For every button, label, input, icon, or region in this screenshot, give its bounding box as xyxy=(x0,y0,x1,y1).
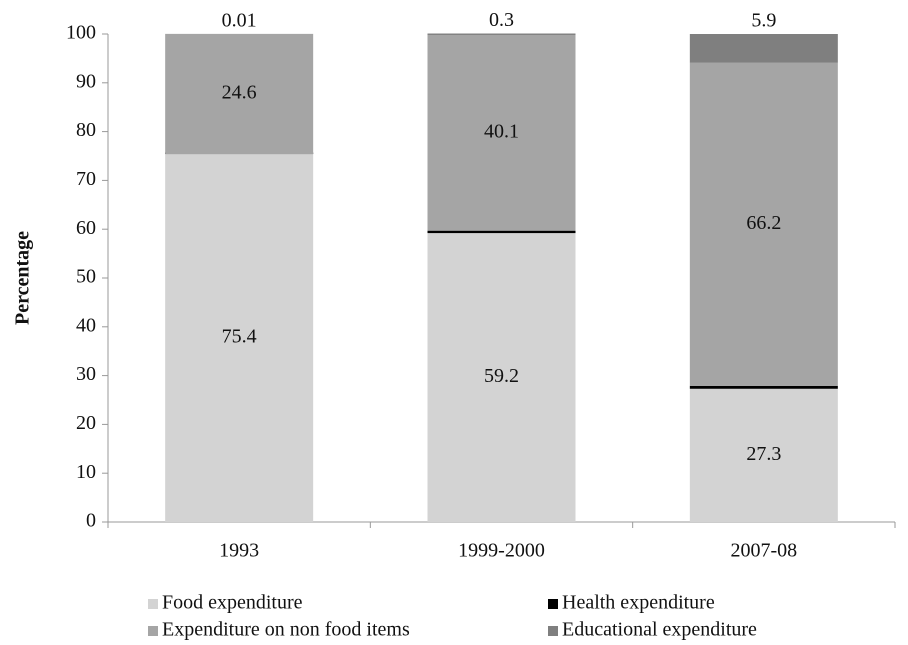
bar-segment xyxy=(427,233,576,522)
legend-swatch xyxy=(548,599,558,609)
bar-segment xyxy=(689,34,838,63)
legend-label: Food expenditure xyxy=(162,592,303,614)
legend-swatch xyxy=(148,599,158,609)
data-label: 75.4 xyxy=(222,326,257,348)
y-tick-label: 20 xyxy=(76,412,96,434)
y-tick-label: 30 xyxy=(76,363,96,385)
x-tick-label: 1993 xyxy=(219,540,259,562)
legend-label: Health expenditure xyxy=(562,592,715,614)
data-label: 0.3 xyxy=(489,9,514,31)
y-tick-label: 70 xyxy=(76,168,96,190)
y-tick-label: 90 xyxy=(76,70,96,92)
data-label: 59.2 xyxy=(484,365,519,387)
legend-label: Educational expenditure xyxy=(562,619,757,641)
bar-segment xyxy=(689,385,838,389)
legend-swatch xyxy=(548,626,558,636)
y-tick-label: 40 xyxy=(76,314,96,336)
bar-segment xyxy=(165,33,314,154)
y-tick-label: 100 xyxy=(66,22,96,44)
legend-swatch xyxy=(148,626,158,636)
y-tick-label: 50 xyxy=(76,266,96,288)
legend-label: Expenditure on non food items xyxy=(162,619,410,641)
y-tick-label: 80 xyxy=(76,119,96,141)
y-tick-label: 60 xyxy=(76,217,96,239)
data-label: 40.1 xyxy=(484,120,519,142)
bar-segment xyxy=(427,230,576,234)
data-label: 27.3 xyxy=(746,443,781,465)
data-label: 0.01 xyxy=(222,9,257,31)
bar-segment xyxy=(427,34,576,231)
bar-segment xyxy=(165,154,314,522)
x-tick-label: 2007-08 xyxy=(730,540,797,562)
bar-segment xyxy=(427,33,576,35)
data-label: 5.9 xyxy=(751,10,776,32)
data-label: 24.6 xyxy=(222,82,257,104)
data-label: 66.2 xyxy=(746,212,781,234)
bar-segment xyxy=(689,62,838,386)
y-axis-label: Percentage xyxy=(12,231,34,325)
y-tick-label: 10 xyxy=(76,461,96,483)
x-tick-label: 1999-2000 xyxy=(458,540,545,562)
bar-segment xyxy=(689,388,838,522)
y-tick-label: 0 xyxy=(86,510,96,532)
